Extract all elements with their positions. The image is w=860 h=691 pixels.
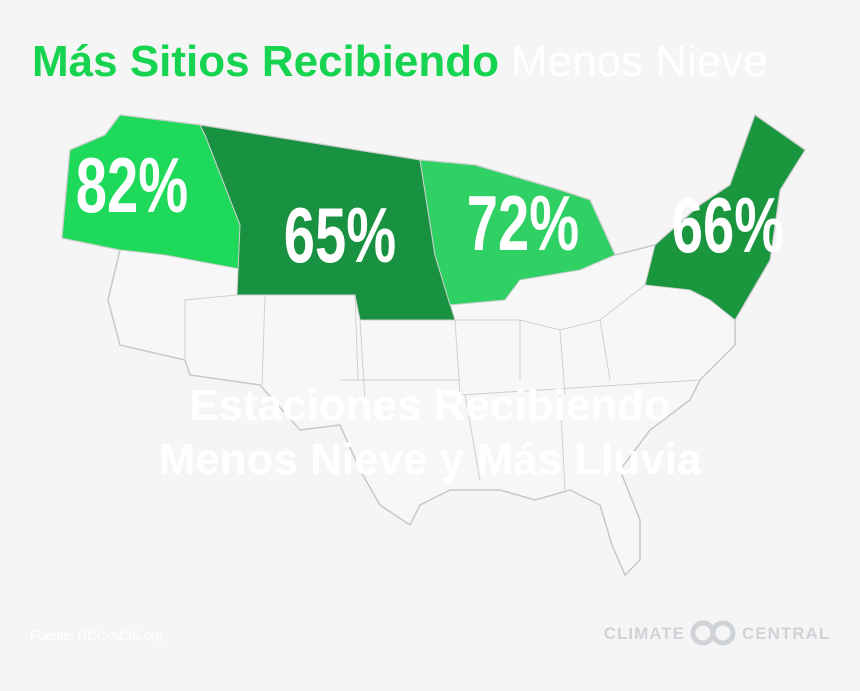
logo-left: CLIMATE — [604, 624, 685, 643]
title-highlight: Más Sitios Recibiendo — [32, 37, 499, 86]
region — [419, 159, 616, 306]
region-percent: 66% — [672, 182, 784, 269]
region — [644, 114, 806, 321]
title-rest: Menos Nieve — [511, 37, 768, 86]
region-percent: 72% — [467, 180, 579, 267]
subtitle-line: Estaciones Recibiendo — [189, 381, 671, 430]
source: Fuente: RCC-ACIS.org — [30, 628, 163, 643]
state-borders — [184, 284, 701, 491]
logo-icon — [690, 620, 736, 646]
regions — [61, 114, 806, 321]
title: Más Sitios Recibiendo Menos Nieve — [32, 37, 768, 86]
region-labels: 82% 65% 72% 66% — [76, 142, 784, 279]
region-percent: 65% — [284, 192, 396, 279]
region-percent: 82% — [76, 142, 188, 229]
subtitle-line: Menos Nieve y Más Lluvia — [159, 435, 702, 484]
logo-right: CENTRAL — [742, 624, 830, 643]
